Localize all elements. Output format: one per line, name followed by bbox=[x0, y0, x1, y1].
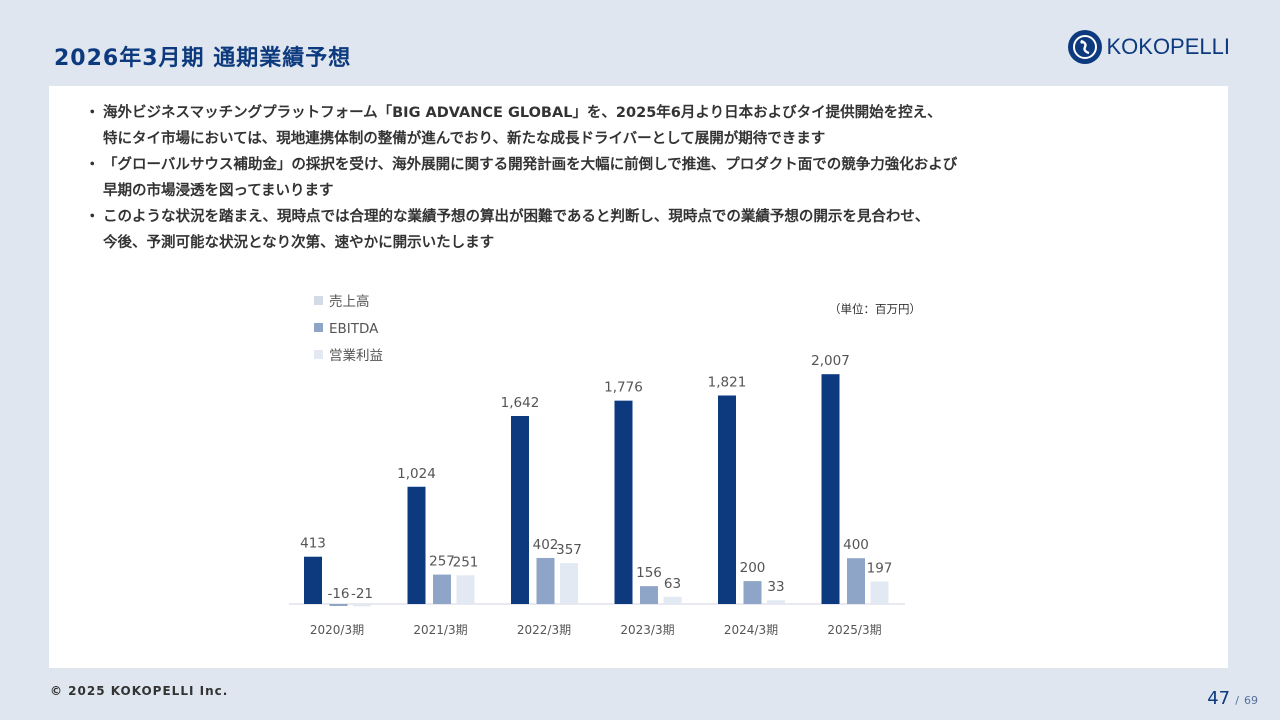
data-label: 156 bbox=[636, 565, 662, 581]
data-label: 402 bbox=[533, 537, 559, 553]
data-label: 2,007 bbox=[811, 353, 850, 369]
bar bbox=[560, 563, 578, 604]
page-current: 47 bbox=[1207, 688, 1231, 709]
legend-label: EBITDA bbox=[329, 321, 379, 337]
bar bbox=[536, 557, 555, 604]
legend-swatch bbox=[314, 323, 323, 332]
x-tick-label: 2022/3期 bbox=[517, 623, 571, 637]
bullet-text: 「グローバルサウス補助金」の採択を受け、海外展開に関する開発計画を大幅に前倒しで… bbox=[103, 157, 958, 199]
performance-bar-chart: 売上高 EBITDA 営業利益 （単位：百万円） 413 -16 -21 2020/3期 1,0… bbox=[289, 293, 921, 637]
data-label: 197 bbox=[867, 560, 893, 576]
x-tick-label: 2023/3期 bbox=[620, 623, 674, 637]
bar bbox=[640, 586, 658, 604]
legend-label: 売上高 bbox=[329, 293, 370, 310]
bullet-item: ・ 「グローバルサウス補助金」の採択を受け、海外展開に関する開発計画を大幅に前倒… bbox=[85, 152, 1225, 204]
bar bbox=[304, 556, 322, 604]
data-label: -21 bbox=[351, 586, 373, 602]
legend-swatch bbox=[314, 350, 323, 359]
logo-text: KOKOPELLI bbox=[1106, 34, 1230, 59]
data-label: 357 bbox=[556, 542, 582, 558]
bullet-item: ・ このような状況を踏まえ、現時点では合理的な業績予想の算出が困難であると判断し… bbox=[85, 204, 1225, 256]
data-label: 33 bbox=[767, 579, 784, 595]
bar bbox=[511, 415, 529, 604]
page-separator: / bbox=[1235, 694, 1239, 707]
data-label: 413 bbox=[300, 536, 326, 552]
copyright: © 2025 KOKOPELLI Inc. bbox=[50, 684, 229, 698]
bar bbox=[407, 486, 426, 604]
bar bbox=[329, 604, 348, 606]
page-title: 2026年3月期 通期業績予想 bbox=[54, 46, 352, 71]
page-number: 47 / 69 bbox=[1207, 688, 1258, 709]
data-label: 1,024 bbox=[397, 466, 436, 482]
bar bbox=[663, 596, 682, 604]
bullet-marker: ・ bbox=[85, 209, 100, 225]
data-label: 63 bbox=[664, 576, 681, 592]
bullet-list: ・ 海外ビジネスマッチングプラットフォーム「BIG ADVANCE GLOBAL… bbox=[85, 100, 1225, 256]
bar bbox=[870, 581, 889, 604]
bullet-text: 海外ビジネスマッチングプラットフォーム「BIG ADVANCE GLOBAL」を… bbox=[103, 105, 942, 147]
x-tick-label: 2021/3期 bbox=[413, 623, 467, 637]
data-label: 1,776 bbox=[604, 380, 643, 396]
bar bbox=[718, 395, 736, 604]
data-label: 257 bbox=[429, 554, 455, 570]
x-tick-label: 2025/3期 bbox=[827, 623, 881, 637]
data-label: 1,642 bbox=[501, 395, 540, 411]
page-total: 69 bbox=[1244, 694, 1258, 707]
unit-note: （単位：百万円） bbox=[829, 302, 921, 316]
bar bbox=[821, 374, 840, 604]
bar bbox=[847, 558, 865, 604]
x-tick-label: 2024/3期 bbox=[724, 623, 778, 637]
data-label: 200 bbox=[740, 560, 766, 576]
data-label: -16 bbox=[327, 586, 349, 602]
company-logo: KOKOPELLI bbox=[1068, 30, 1230, 64]
logo-emblem-icon bbox=[1068, 30, 1103, 64]
bar bbox=[614, 400, 633, 604]
data-label: 1,821 bbox=[708, 374, 747, 390]
bar bbox=[743, 581, 762, 604]
legend-label: 営業利益 bbox=[329, 348, 383, 364]
content-panel: ・ 海外ビジネスマッチングプラットフォーム「BIG ADVANCE GLOBAL… bbox=[49, 86, 1228, 668]
data-label: 400 bbox=[843, 537, 869, 553]
legend-swatch bbox=[314, 296, 323, 305]
bar bbox=[353, 604, 371, 607]
x-tick-label: 2020/3期 bbox=[310, 623, 364, 637]
bullet-marker: ・ bbox=[85, 105, 100, 121]
bar bbox=[433, 574, 451, 604]
bullet-marker: ・ bbox=[85, 157, 100, 173]
bar bbox=[767, 600, 785, 604]
data-label: 251 bbox=[453, 554, 479, 570]
bullet-text: このような状況を踏まえ、現時点では合理的な業績予想の算出が困難であると判断し、現… bbox=[103, 209, 930, 251]
bar bbox=[456, 575, 475, 604]
bullet-item: ・ 海外ビジネスマッチングプラットフォーム「BIG ADVANCE GLOBAL… bbox=[85, 100, 1225, 152]
